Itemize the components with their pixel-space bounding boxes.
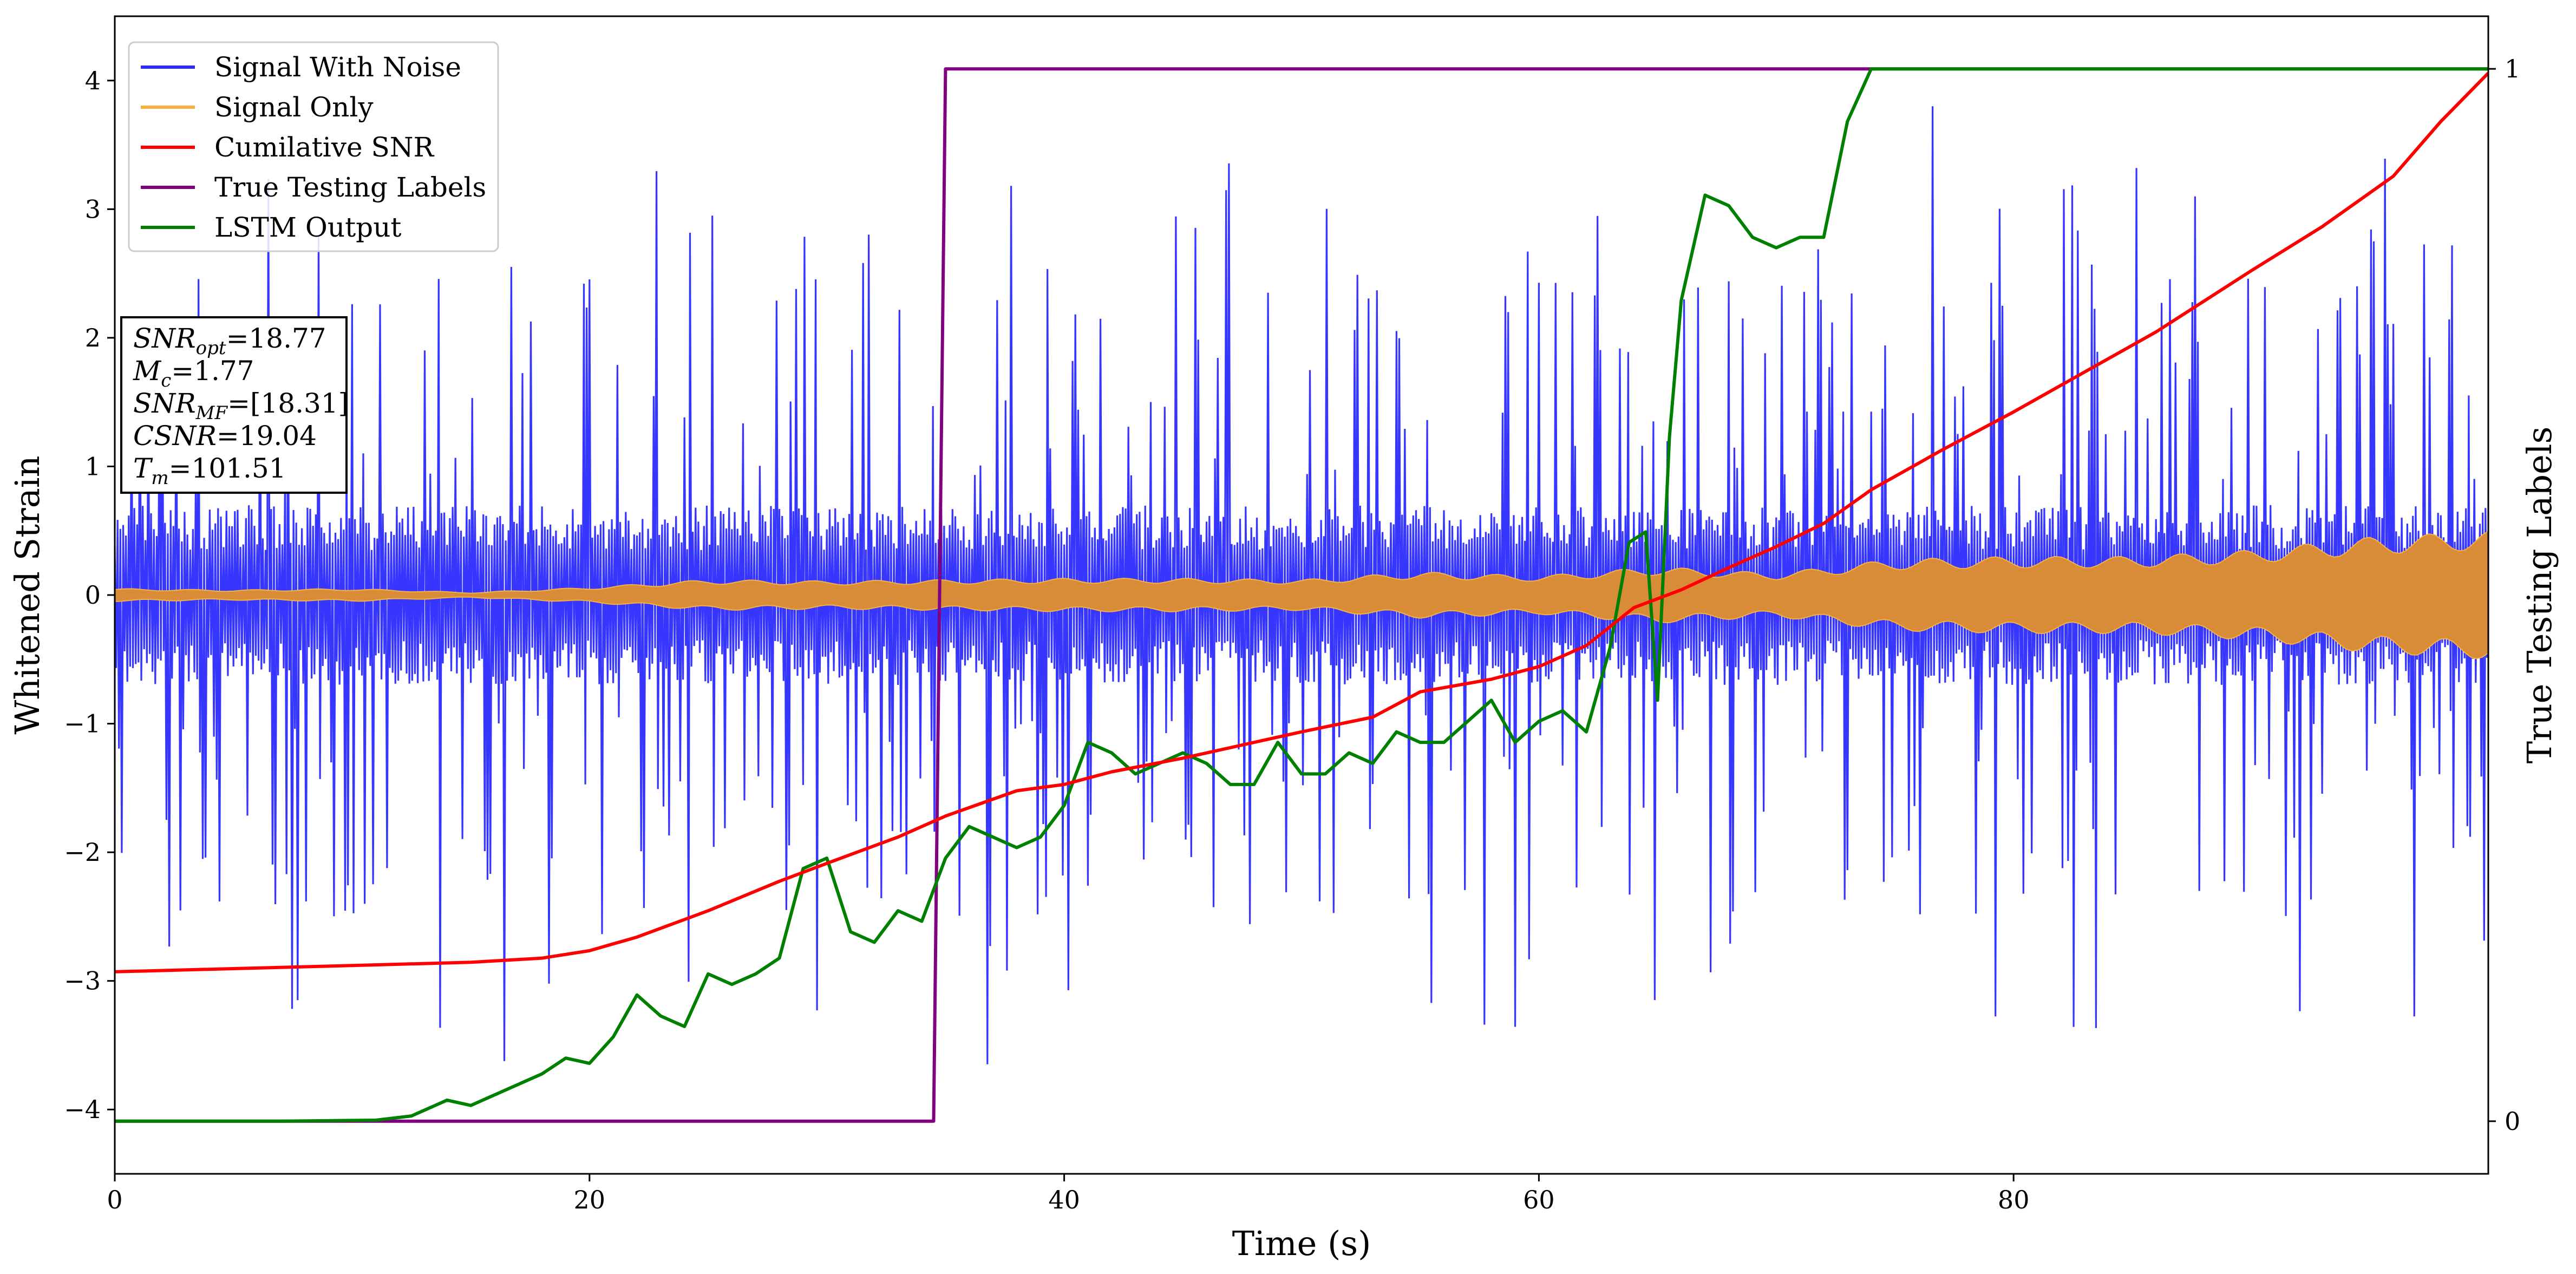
annotation-line: SNRopt=18.77 <box>133 323 326 359</box>
legend-label: Signal With Noise <box>214 51 461 83</box>
annotation-box: SNRopt=18.77Mc=1.77SNRMF=[18.31]CSNR=19.… <box>120 316 349 494</box>
series-signal-with-noise <box>115 106 2488 1064</box>
series-lstm-output <box>115 67 2488 1123</box>
x-tick-label: 0 <box>107 1185 122 1214</box>
y2-tick-label: 0 <box>2505 1107 2520 1136</box>
legend-label: Cumilative SNR <box>214 132 434 163</box>
y-tick-label: −1 <box>64 709 101 739</box>
legend-label: Signal Only <box>214 92 374 123</box>
x-axis-title: Time (s) <box>1232 1224 1371 1263</box>
annotation-line: Tm=101.51 <box>133 453 286 489</box>
legend-label: True Testing Labels <box>214 172 486 203</box>
legend-label: LSTM Output <box>214 212 401 243</box>
series-signal-only <box>115 531 2488 659</box>
y-tick-label: 4 <box>85 66 101 95</box>
y-axis-title: Whitened Strain <box>8 456 47 735</box>
series-true-testing-labels <box>115 67 2488 1123</box>
y-tick-label: 0 <box>85 580 101 610</box>
plot-area <box>115 67 2488 1123</box>
series-cumulative-snr <box>115 71 2488 974</box>
annotation-line: SNRMF=[18.31] <box>133 388 349 424</box>
y-tick-label: −3 <box>64 966 101 996</box>
x-tick-label: 60 <box>1523 1185 1555 1214</box>
annotation-line: CSNR=19.04 <box>133 420 317 452</box>
y-tick-label: 3 <box>85 194 101 224</box>
y-tick-label: 1 <box>85 452 101 481</box>
annotation-line: Mc=1.77 <box>133 355 254 391</box>
x-tick-label: 20 <box>574 1185 606 1214</box>
y2-axis-title: True Testing Labels <box>2520 427 2559 764</box>
x-tick-label: 80 <box>1998 1185 2030 1214</box>
legend-box <box>128 41 499 252</box>
annotation-frame <box>120 316 348 494</box>
legend: Signal With Noise Signal Only Cumilative S… <box>128 41 499 252</box>
y-tick-label: −4 <box>64 1095 101 1124</box>
y2-tick-label: 1 <box>2505 54 2520 83</box>
y-tick-label: −2 <box>64 838 101 867</box>
x-tick-label: 40 <box>1048 1185 1080 1214</box>
y-tick-label: 2 <box>85 323 101 352</box>
